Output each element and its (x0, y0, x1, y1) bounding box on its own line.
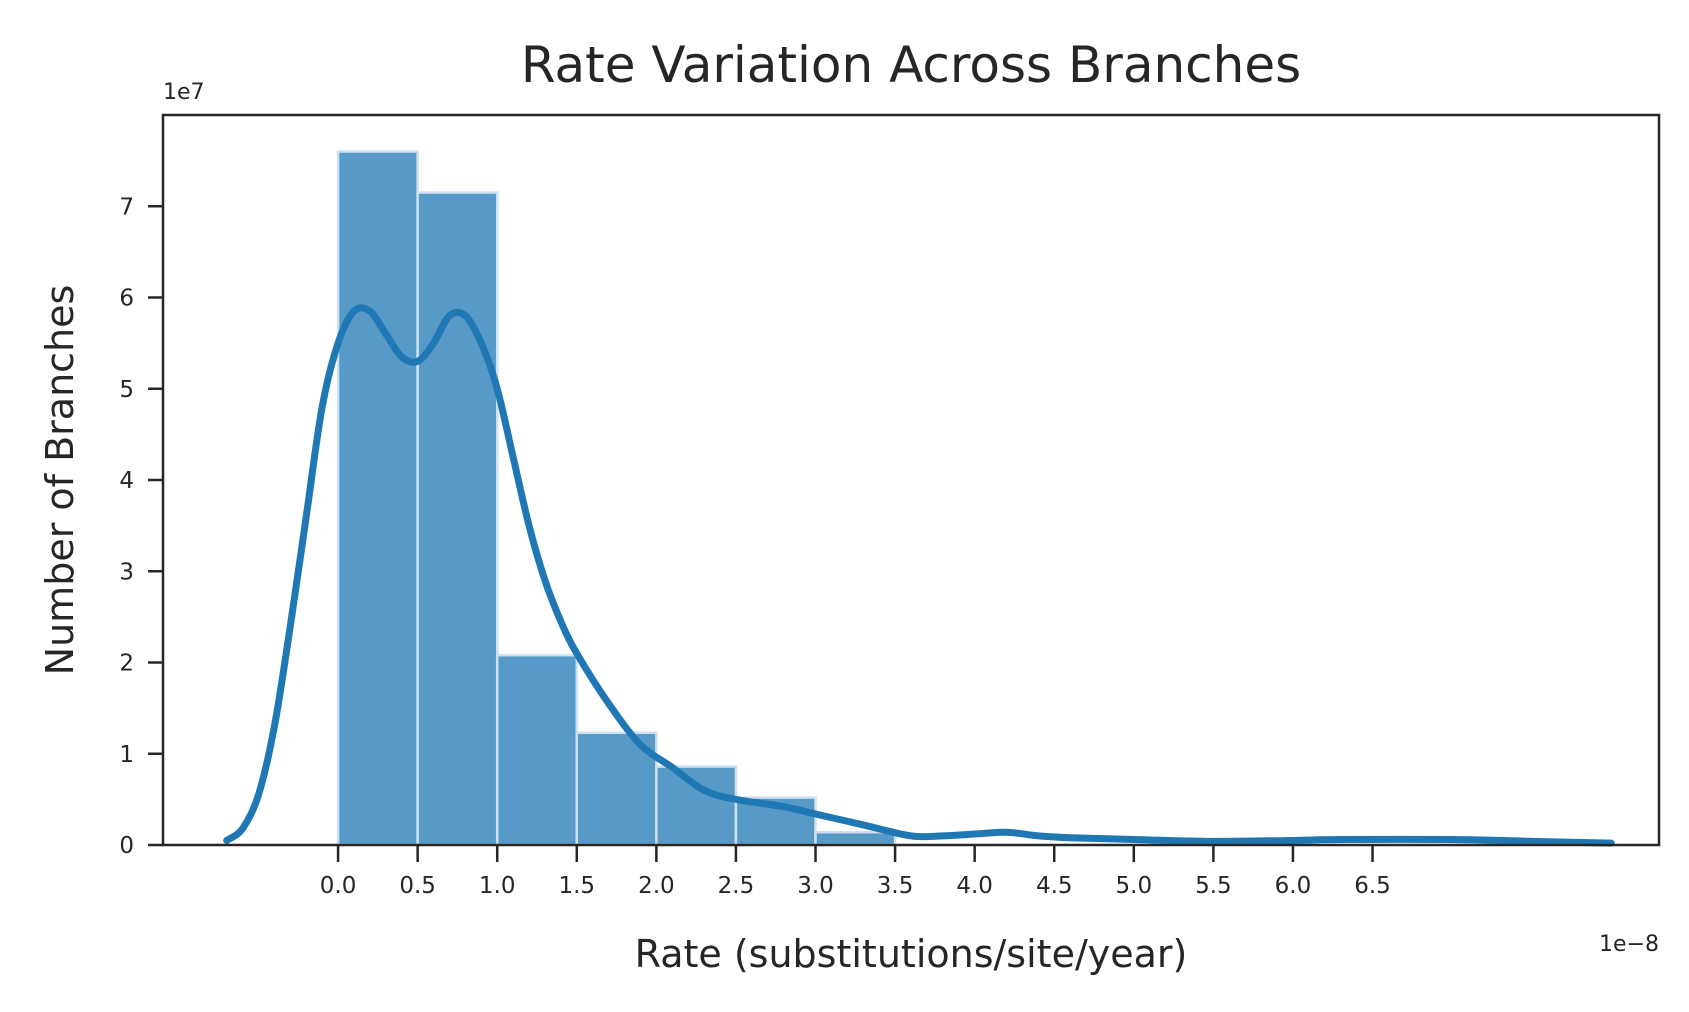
bars-layer (336, 150, 897, 847)
x-tick-label: 1.0 (479, 873, 516, 899)
histogram-bar (416, 191, 499, 847)
histogram-bar (814, 830, 897, 847)
y-tick-label: 5 (119, 377, 134, 403)
y-offset-label: 1e7 (163, 80, 205, 105)
x-tick-label: 0.0 (320, 873, 357, 899)
x-tick-label: 3.5 (877, 873, 914, 899)
y-axis-label: Number of Branches (38, 285, 82, 676)
y-tick-label: 0 (119, 833, 134, 859)
y-tick-label: 7 (119, 194, 134, 220)
y-tick-label: 1 (119, 742, 134, 768)
x-tick-label: 4.5 (1036, 873, 1073, 899)
x-tick-label: 6.0 (1275, 873, 1312, 899)
y-tick-label: 4 (119, 468, 134, 494)
histogram-bar (655, 765, 738, 847)
y-tick-label: 3 (119, 559, 134, 585)
histogram-bar (336, 150, 419, 847)
x-tick-label: 4.0 (956, 873, 993, 899)
kde-layer (223, 304, 1615, 847)
histogram-bar (495, 653, 579, 847)
y-tick-label: 6 (119, 286, 134, 312)
x-axis-label: Rate (substitutions/site/year) (635, 932, 1188, 976)
x-tick-label: 5.5 (1195, 873, 1232, 899)
x-offset-label: 1e−8 (1599, 932, 1659, 957)
y-tick-label: 2 (119, 651, 134, 677)
x-ticks-layer: 0.0 0.5 1.0 1.5 2.0 2.5 3.0 3.5 4.0 4.5 5.0 5.5 6.0 6… (320, 845, 1391, 899)
kde-curve-line (223, 304, 1615, 847)
x-tick-label: 1.5 (558, 873, 595, 899)
chart-title: Rate Variation Across Branches (521, 36, 1301, 94)
x-tick-label: 5.0 (1116, 873, 1153, 899)
y-ticks-layer: 0 1 2 3 4 5 6 7 (119, 194, 163, 859)
x-tick-label: 3.0 (797, 873, 834, 899)
x-tick-label: 0.5 (399, 873, 436, 899)
x-tick-label: 2.0 (638, 873, 675, 899)
x-tick-label: 2.5 (718, 873, 755, 899)
x-tick-label: 6.5 (1354, 873, 1391, 899)
